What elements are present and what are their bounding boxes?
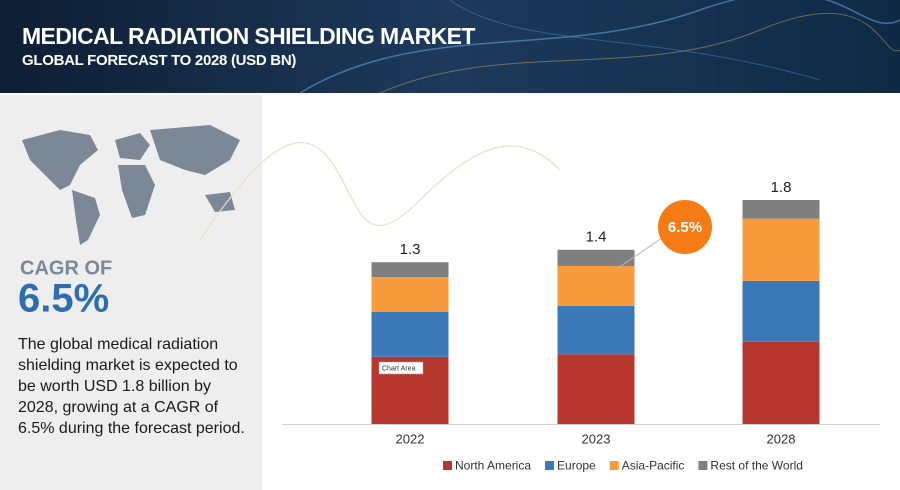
total-label: 1.3 [400,241,421,258]
annotation: 6.5% [668,219,702,236]
bar-segment [557,265,635,306]
growth-arrow [617,237,663,269]
legend-swatch [545,461,555,470]
total-label: 1.4 [586,229,607,246]
header-curve [379,12,900,94]
annotation-bubble [658,200,712,254]
world-map [22,125,240,245]
legend-swatch [698,461,708,470]
cagr-label: CAGR OF [20,257,112,279]
x-tick-label: 2028 [767,431,796,446]
legend-label: Rest of the World [710,459,802,473]
header-curve [449,0,821,81]
legend-label: Asia-Pacific [622,459,685,473]
bar-segment [371,312,449,357]
legend-swatch [443,461,452,470]
cagr-value: 6.5% [18,277,109,321]
legend-label: North America [455,459,531,473]
bar-segment [557,249,635,266]
tooltip-box [378,361,424,375]
decor-curve [199,142,561,241]
bar-segment [742,341,820,424]
legend-label: Europe [557,459,596,473]
bar-segment [742,200,820,219]
bar-segment [371,262,449,278]
bar-segment [742,218,820,281]
x-tick-label: 2023 [582,431,611,446]
subtitle: GLOBAL FORECAST TO 2028 (USD BN) [22,52,296,69]
total-label: 1.8 [771,179,792,196]
description: The global medical radiation shielding m… [18,336,245,437]
legend-swatch [609,461,619,470]
title: MEDICAL RADIATION SHIELDING MARKET [22,23,475,49]
bar-segment [557,305,635,355]
bar-segment [742,280,820,342]
bar-segment [557,354,635,424]
header-curve [299,0,900,94]
tooltip: Chart Area [382,365,416,372]
x-tick-label: 2022 [396,431,425,446]
bar-segment [371,277,449,312]
